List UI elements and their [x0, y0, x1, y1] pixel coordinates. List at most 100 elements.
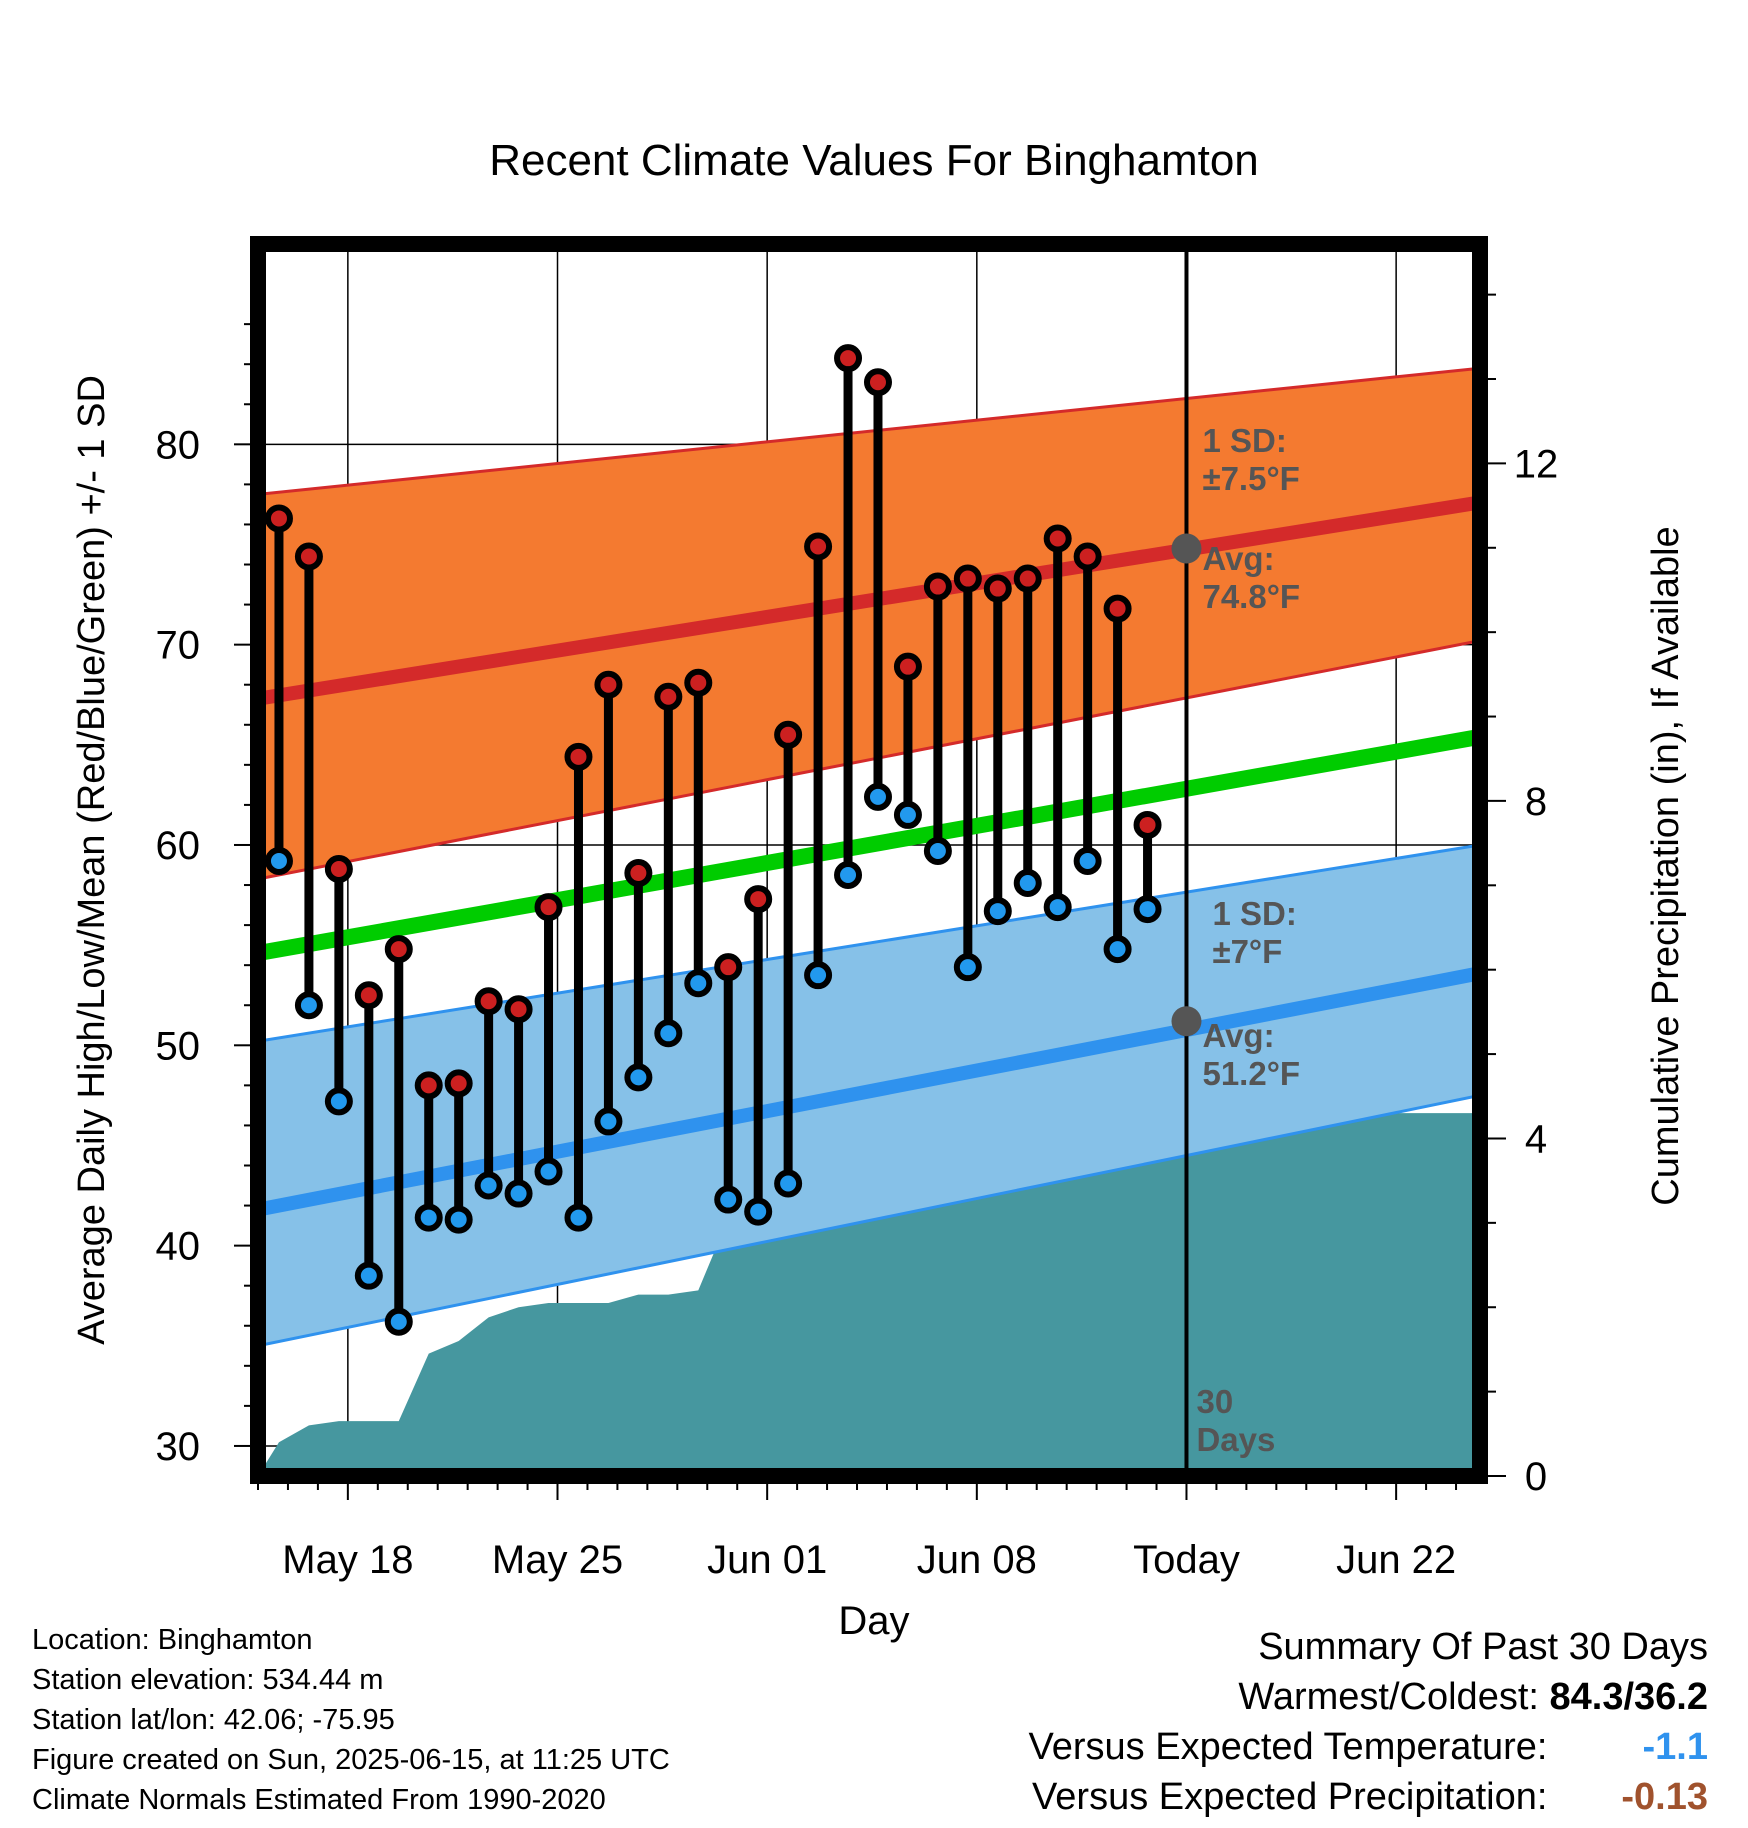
climate-normals-note: Climate Normals Estimated From 1990-2020 — [32, 1784, 606, 1816]
low-sd-band-upper-edge — [258, 843, 1480, 1043]
plot-frame — [250, 236, 1488, 1484]
daily-high-point — [863, 368, 892, 397]
high-avg-annotation: Avg: 74.8°F — [1202, 540, 1300, 615]
daily-high-point — [414, 1071, 443, 1100]
daily-high-point — [294, 542, 323, 571]
daily-low-point — [1133, 895, 1162, 924]
y2-tick-label: 12 — [1514, 442, 1559, 486]
today-high-avg-marker — [1171, 533, 1202, 564]
daily-high-point — [624, 859, 653, 888]
figure-created: Figure created on Sun, 2025-06-15, at 11… — [32, 1744, 670, 1776]
daily-high-point — [893, 652, 922, 681]
x-tick-label: May 25 — [492, 1538, 623, 1582]
daily-high-point — [444, 1069, 473, 1098]
daily-high-point — [953, 564, 982, 593]
summary-temp-row: Versus Expected Temperature: -1.1 — [1029, 1722, 1708, 1772]
daily-low-point — [863, 782, 892, 811]
daily-high-point — [1043, 524, 1072, 553]
daily-high-point — [834, 344, 863, 373]
daily-high-point — [744, 885, 773, 914]
today-low-avg-marker — [1171, 1006, 1202, 1037]
daily-low-point — [654, 1019, 683, 1048]
daily-high-point — [654, 682, 683, 711]
warmest-label: Warmest/Coldest: — [1238, 1676, 1539, 1718]
summary-precip-row: Versus Expected Precipitation: -0.13 — [1029, 1772, 1708, 1822]
daily-high-point — [1013, 564, 1042, 593]
daily-low-point — [324, 1087, 353, 1116]
daily-low-point — [1043, 893, 1072, 922]
daily-low-point — [1073, 847, 1102, 876]
station-latlon: Station lat/lon: 42.06; -75.95 — [32, 1704, 395, 1736]
x-tick-label: Today — [1133, 1538, 1240, 1582]
daily-low-point — [624, 1063, 653, 1092]
daily-low-point — [1013, 869, 1042, 898]
chart-title: Recent Climate Values For Binghamton — [489, 136, 1259, 185]
plot-area: 1 SD: ±7.5°F Avg: 74.8°F 1 SD: ±7°F Avg: 51.2°F… — [156, 236, 1559, 1582]
daily-low-point — [444, 1205, 473, 1234]
y2-tick-label: 4 — [1525, 1117, 1547, 1161]
daily-low-point — [834, 861, 863, 890]
daily-high-point — [384, 935, 413, 964]
daily-high-point — [1103, 594, 1132, 623]
daily-low-point — [594, 1107, 623, 1136]
daily-high-point — [594, 670, 623, 699]
period-days-label: 30 Days — [1196, 1383, 1275, 1458]
high-sd-band — [258, 368, 1480, 880]
low-sd-band-lower-edge — [258, 1093, 1480, 1348]
y-tick-label: 60 — [156, 824, 201, 868]
daily-high-point — [923, 572, 952, 601]
daily-low-point — [983, 897, 1012, 926]
daily-high-point — [264, 504, 293, 533]
daily-high-point — [474, 987, 503, 1016]
x-tick-label: Jun 08 — [917, 1538, 1037, 1582]
daily-high-point — [804, 532, 833, 561]
high-sd-band-lower-edge — [258, 639, 1480, 881]
temp-label: Versus Expected Temperature: — [1028, 1726, 1548, 1768]
daily-low-point — [744, 1197, 773, 1226]
daily-high-point — [714, 953, 743, 982]
daily-low-point — [893, 800, 922, 829]
y-tick-label: 80 — [156, 423, 201, 467]
high-normal-line — [258, 495, 1480, 706]
daily-high-point — [774, 720, 803, 749]
daily-low-point — [354, 1261, 383, 1290]
x-tick-label: Jun 01 — [707, 1538, 827, 1582]
low-avg-annotation: Avg: 51.2°F — [1202, 1017, 1300, 1092]
x-axis-label: Day — [838, 1599, 909, 1643]
y-tick-label: 30 — [156, 1425, 201, 1469]
y-axis-label: Average Daily High/Low/Mean (Red/Blue/Gr… — [71, 375, 113, 1345]
summary-panel: Summary Of Past 30 Days Warmest/Coldest:… — [1029, 1622, 1708, 1822]
y2-tick-label: 8 — [1525, 780, 1547, 824]
x-tick-label: Jun 22 — [1336, 1538, 1456, 1582]
daily-low-point — [534, 1157, 563, 1186]
daily-high-point — [1133, 810, 1162, 839]
precip-label: Versus Expected Precipitation: — [1032, 1776, 1548, 1818]
daily-high-point — [504, 995, 533, 1024]
daily-high-point — [534, 893, 563, 922]
mean-normal-line — [258, 728, 1480, 962]
station-info: Location: Binghamton Station elevation: … — [32, 1620, 670, 1820]
y2-tick-label: 0 — [1525, 1455, 1547, 1499]
y-tick-label: 70 — [156, 624, 201, 668]
y-tick-label: 50 — [156, 1024, 201, 1068]
summary-title: Summary Of Past 30 Days — [1258, 1626, 1708, 1668]
high-sd-band-upper-edge — [258, 366, 1480, 496]
warmest-value: 84.3/36.2 — [1549, 1676, 1708, 1718]
temp-value: -1.1 — [1642, 1726, 1708, 1768]
daily-high-point — [324, 855, 353, 884]
precip-area — [258, 1113, 1480, 1476]
daily-low-point — [774, 1169, 803, 1198]
precip-value: -0.13 — [1621, 1776, 1708, 1818]
y-tick-label: 40 — [156, 1225, 201, 1269]
daily-low-point — [564, 1203, 593, 1232]
daily-high-point — [564, 742, 593, 771]
daily-low-point — [923, 836, 952, 865]
station-location: Location: Binghamton — [32, 1624, 313, 1656]
daily-high-point — [1073, 542, 1102, 571]
daily-low-point — [804, 961, 833, 990]
daily-low-point — [474, 1171, 503, 1200]
x-tick-label: May 18 — [282, 1538, 413, 1582]
low-sd-annotation: 1 SD: ±7°F — [1212, 895, 1296, 970]
summary-warmest-row: Warmest/Coldest: 84.3/36.2 — [1029, 1672, 1708, 1722]
